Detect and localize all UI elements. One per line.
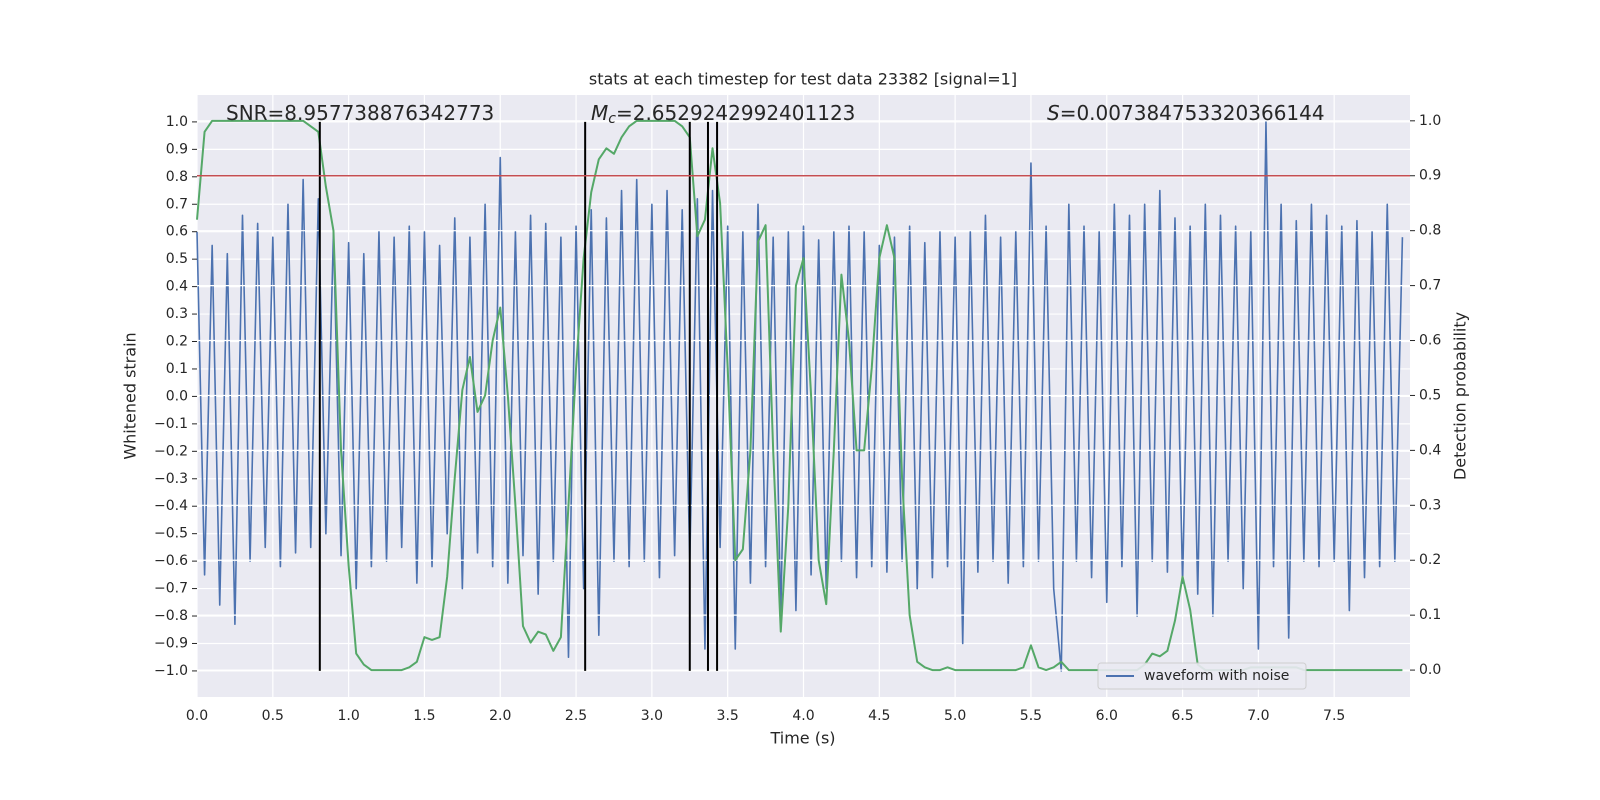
annotation: Mc=2.6529242992401123 [591, 101, 855, 128]
y-tick-label: 0.1 [166, 361, 188, 377]
y-axis-label: Whitened strain [121, 332, 140, 459]
y2-tick-label: 0.4 [1419, 442, 1441, 458]
y2-tick-label: 1.0 [1419, 113, 1441, 129]
y-tick-label: 0.4 [166, 279, 188, 295]
x-tick-label: 3.5 [717, 708, 739, 724]
y-tick-label: −0.1 [154, 416, 188, 432]
y-tick-label: −0.2 [154, 443, 188, 459]
chart-title: stats at each timestep for test data 233… [589, 70, 1017, 89]
x-tick-label: 3.0 [641, 708, 663, 724]
y-tick-label: −1.0 [154, 663, 188, 679]
annotation-part: SNR=8.957738876342773 [226, 101, 494, 125]
x-tick-label: 2.5 [565, 708, 587, 724]
y-tick-label: 0.0 [166, 388, 188, 404]
y-tick-label: −0.3 [154, 471, 188, 487]
y2-tick-label: 0.7 [1419, 278, 1441, 294]
y-tick-label: 0.5 [166, 251, 188, 267]
x-tick-label: 6.5 [1171, 708, 1193, 724]
x-axis-label: Time (s) [769, 729, 835, 748]
x-tick-label: 1.5 [413, 708, 435, 724]
y2-tick-label: 0.3 [1419, 497, 1441, 513]
y2-tick-label: 0.0 [1419, 662, 1441, 678]
y-tick-label: 1.0 [166, 114, 188, 130]
x-tick-label: 6.0 [1096, 708, 1118, 724]
y-tick-label: −0.4 [154, 498, 188, 514]
x-tick-label: 4.0 [792, 708, 814, 724]
x-tick-label: 0.0 [186, 708, 208, 724]
y2-tick-label: 0.6 [1419, 333, 1441, 349]
x-tick-label: 7.5 [1323, 708, 1345, 724]
y2-tick-label: 0.2 [1419, 552, 1441, 568]
x-tick-label: 0.5 [262, 708, 284, 724]
y2-tick-label: 0.9 [1419, 168, 1441, 184]
y-tick-label: −0.6 [154, 553, 188, 569]
x-tick-label: 7.0 [1247, 708, 1269, 724]
annotation-part: M [591, 101, 608, 125]
legend-box [1097, 662, 1307, 690]
y-tick-label: −0.5 [154, 526, 188, 542]
annotation: S=0.007384753320366144 [1047, 101, 1325, 125]
waveform-line [196, 121, 1404, 672]
y-tick-label: 0.6 [166, 224, 188, 240]
annotation: SNR=8.957738876342773 [226, 101, 494, 125]
y-tick-label: 0.7 [166, 196, 188, 212]
y-tick-label: −0.8 [154, 608, 188, 624]
y2-tick-label: 0.5 [1419, 387, 1441, 403]
annotation-part: S [1047, 101, 1060, 125]
y-tick-label: 0.8 [166, 169, 188, 185]
y-tick-label: −0.7 [154, 581, 188, 597]
y2-axis-label: Detection probability [1451, 312, 1470, 480]
y-tick-label: 0.3 [166, 306, 188, 322]
x-tick-label: 5.0 [944, 708, 966, 724]
annotation-part: =2.6529242992401123 [616, 101, 855, 125]
x-tick-label: 2.0 [489, 708, 511, 724]
y2-tick-label: 0.1 [1419, 607, 1441, 623]
y2-tick-label: 0.8 [1419, 223, 1441, 239]
annotation-part: c [608, 111, 616, 127]
x-tick-label: 4.5 [868, 708, 890, 724]
y-tick-label: 0.2 [166, 334, 188, 350]
x-tick-label: 5.5 [1020, 708, 1042, 724]
y-tick-label: −0.9 [154, 635, 188, 651]
annotation-part: =0.007384753320366144 [1060, 101, 1325, 125]
x-tick-label: 1.0 [337, 708, 359, 724]
legend-label: waveform with noise [1144, 668, 1289, 684]
y-tick-label: 0.9 [166, 141, 188, 157]
